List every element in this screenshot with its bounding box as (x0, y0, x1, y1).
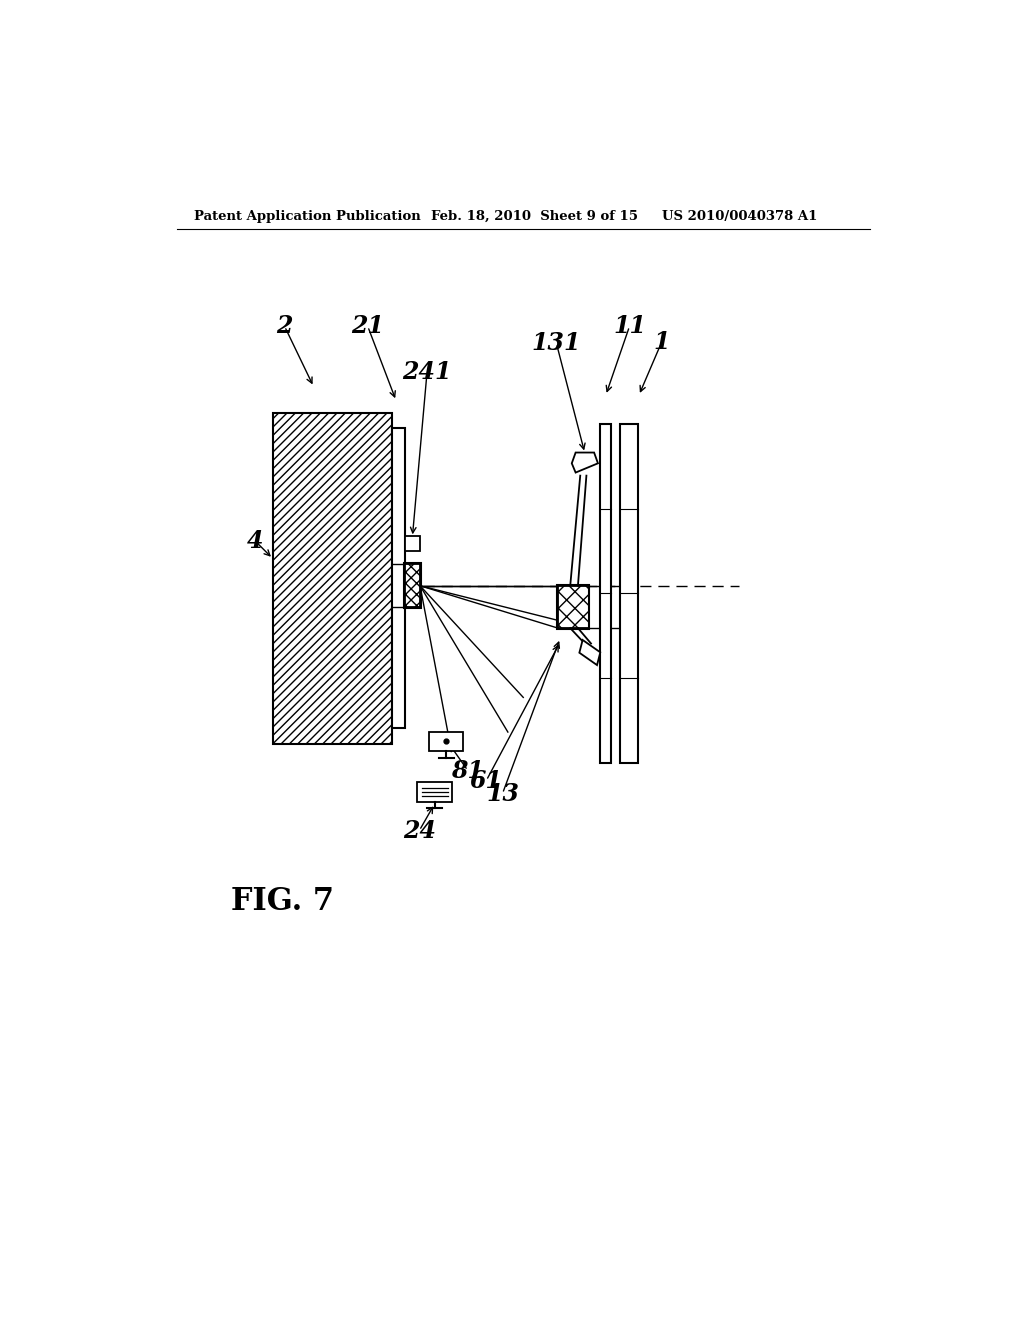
Bar (620, 424, 638, 763)
Bar (392, 428, 404, 729)
Polygon shape (580, 640, 600, 665)
Bar (404, 536, 420, 552)
Text: 13: 13 (486, 781, 519, 805)
Polygon shape (571, 453, 598, 473)
Text: 4: 4 (247, 529, 263, 553)
Text: Patent Application Publication: Patent Application Publication (195, 210, 421, 223)
Text: 131: 131 (531, 331, 582, 355)
Bar (404, 564, 420, 607)
Text: 1: 1 (653, 330, 670, 354)
Text: 11: 11 (613, 314, 646, 338)
Text: 61: 61 (470, 768, 503, 792)
Text: 2: 2 (276, 314, 293, 338)
Bar (429, 733, 463, 751)
Text: 81: 81 (452, 759, 484, 783)
Bar (273, 412, 392, 743)
Text: US 2010/0040378 A1: US 2010/0040378 A1 (662, 210, 817, 223)
Text: FIG. 7: FIG. 7 (230, 886, 334, 917)
Text: 241: 241 (402, 360, 452, 384)
Bar (600, 424, 611, 763)
Bar (417, 781, 453, 803)
Bar (403, 564, 421, 609)
Bar (557, 585, 590, 628)
Bar (558, 586, 589, 628)
Text: Feb. 18, 2010  Sheet 9 of 15: Feb. 18, 2010 Sheet 9 of 15 (431, 210, 638, 223)
Text: 24: 24 (402, 818, 436, 842)
Text: 21: 21 (351, 314, 384, 338)
